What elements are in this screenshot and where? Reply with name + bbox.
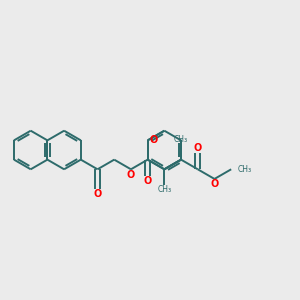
Text: CH₃: CH₃ xyxy=(237,165,251,174)
Text: O: O xyxy=(127,170,135,180)
Text: O: O xyxy=(150,135,158,146)
Text: CH₃: CH₃ xyxy=(174,135,188,144)
Text: O: O xyxy=(93,189,102,199)
Text: O: O xyxy=(194,143,202,153)
Text: O: O xyxy=(143,176,152,186)
Text: CH₃: CH₃ xyxy=(157,185,171,194)
Text: O: O xyxy=(210,179,219,189)
